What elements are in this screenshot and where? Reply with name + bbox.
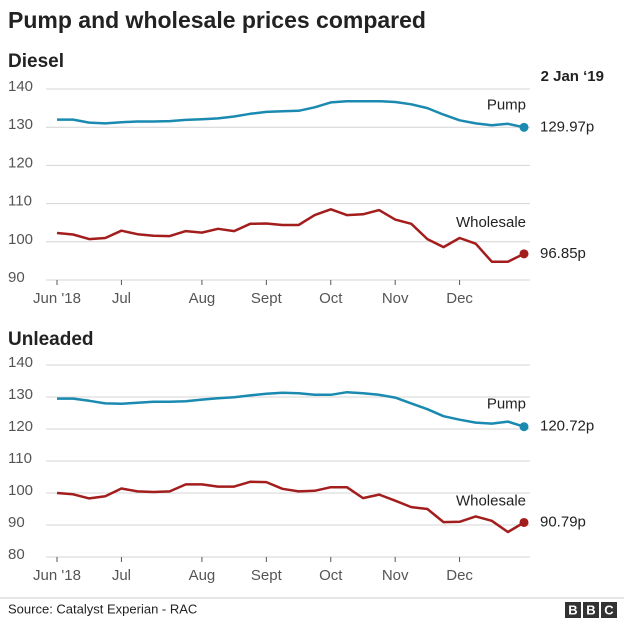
y-tick-label: 80 bbox=[8, 546, 25, 563]
end-dot bbox=[519, 122, 529, 132]
value-label: 129.97p bbox=[540, 118, 594, 135]
y-tick-label: 140 bbox=[8, 78, 33, 95]
y-tick-label: 110 bbox=[8, 193, 32, 210]
x-tick-label: Sept bbox=[251, 567, 283, 584]
y-tick-label: 120 bbox=[8, 154, 33, 171]
x-tick-label: Aug bbox=[189, 567, 216, 584]
end-dot bbox=[519, 422, 529, 432]
y-tick-label: 130 bbox=[8, 386, 33, 403]
x-tick-label: Dec bbox=[446, 290, 473, 307]
series-line bbox=[57, 390, 525, 428]
x-tick-label: Aug bbox=[189, 290, 216, 307]
x-tick-label: Nov bbox=[382, 290, 409, 307]
y-tick-label: 90 bbox=[8, 269, 25, 286]
x-tick-label: Sept bbox=[251, 290, 283, 307]
x-tick-label: Jun '18 bbox=[33, 290, 81, 307]
series-label: Wholesale bbox=[456, 214, 526, 231]
series-line bbox=[56, 480, 525, 534]
source: Source: Catalyst Experian - RAC bbox=[8, 601, 197, 616]
logo-letter: C bbox=[604, 602, 614, 617]
y-tick-label: 90 bbox=[8, 514, 25, 531]
x-tick-label: Nov bbox=[382, 567, 409, 584]
series-line bbox=[57, 99, 525, 129]
y-tick-label: 100 bbox=[8, 482, 33, 499]
end-dot bbox=[519, 249, 529, 259]
date-label: 2 Jan ‘19 bbox=[541, 68, 604, 85]
end-dot bbox=[519, 517, 529, 527]
value-label: 120.72p bbox=[540, 418, 594, 435]
chart-title: Diesel bbox=[8, 51, 64, 72]
logo-letter: B bbox=[568, 602, 577, 617]
series-label: Pump bbox=[487, 396, 526, 413]
x-tick-label: Jun '18 bbox=[33, 567, 81, 584]
x-tick-label: Jul bbox=[112, 567, 131, 584]
y-tick-label: 110 bbox=[8, 450, 32, 467]
logo-letter: B bbox=[586, 602, 595, 617]
y-tick-label: 120 bbox=[8, 418, 33, 435]
x-tick-label: Jul bbox=[112, 290, 131, 307]
x-tick-label: Oct bbox=[319, 290, 343, 307]
value-label: 96.85p bbox=[540, 245, 586, 262]
y-tick-label: 130 bbox=[8, 116, 33, 133]
chart-title: Unleaded bbox=[8, 329, 94, 350]
series-label: Wholesale bbox=[456, 492, 526, 509]
value-label: 90.79p bbox=[540, 513, 586, 530]
page-title: Pump and wholesale prices compared bbox=[8, 7, 426, 33]
x-tick-label: Dec bbox=[446, 567, 473, 584]
series-line bbox=[56, 208, 525, 263]
y-tick-label: 100 bbox=[8, 231, 33, 248]
y-tick-label: 140 bbox=[8, 354, 33, 371]
series-label: Pump bbox=[487, 96, 526, 113]
x-tick-label: Oct bbox=[319, 567, 343, 584]
